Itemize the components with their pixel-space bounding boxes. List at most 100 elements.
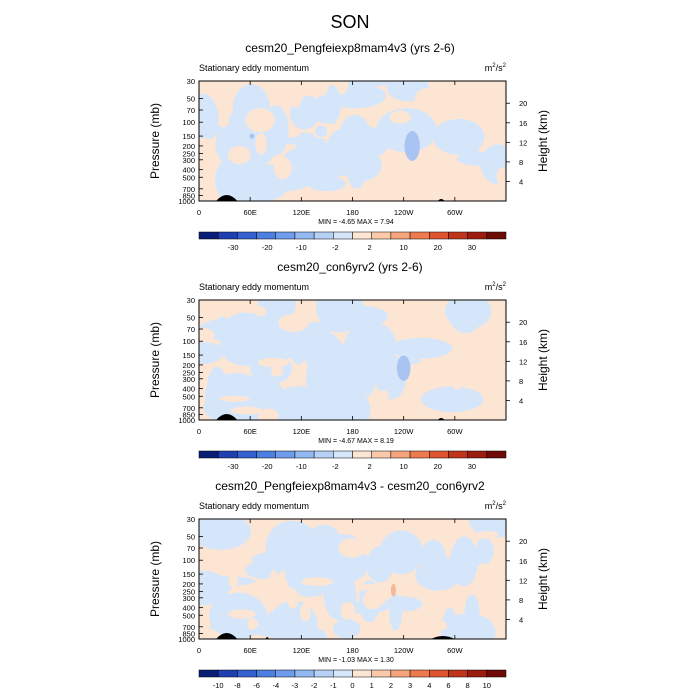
contour-patch	[308, 176, 346, 192]
contour-patch	[483, 522, 499, 530]
y2-tick-label: 4	[519, 615, 523, 624]
contour-patch	[301, 577, 333, 586]
colorbar-segment	[198, 450, 219, 459]
contour-patch	[221, 333, 276, 366]
y-tick-label: 70	[187, 544, 195, 553]
x-tick-label: 120E	[293, 427, 311, 436]
y-tick-label: 700	[182, 404, 195, 413]
x-tick-label: 120E	[293, 208, 311, 217]
contour-patch	[269, 570, 278, 596]
x-tick-label: 180	[346, 208, 359, 217]
y-tick-label: 30	[187, 77, 195, 86]
y2-axis-title: Height (km)	[536, 110, 550, 172]
colorbar-label: 20	[434, 462, 442, 471]
contour-patch	[465, 364, 494, 377]
colorbar-segment	[467, 450, 488, 459]
contour-patch	[332, 619, 361, 639]
contour-patch	[199, 155, 212, 167]
colorbar-label: -2	[311, 681, 318, 690]
colorbar-label: 3	[408, 681, 412, 690]
y2-tick-label: 8	[519, 158, 523, 167]
colorbar-segment	[390, 231, 411, 240]
topography	[430, 636, 455, 639]
colorbar-label: -30	[228, 243, 239, 252]
contour-patch	[255, 133, 267, 155]
colorbar-label: -10	[296, 462, 307, 471]
x-tick-label: 0	[197, 646, 201, 655]
y2-tick-label: 20	[519, 318, 527, 327]
colorbar-label: -3	[292, 681, 299, 690]
contour-patch	[227, 145, 251, 165]
y-tick-label: 850	[182, 191, 195, 200]
y2-tick-label: 12	[519, 357, 527, 366]
contour-patch	[349, 327, 379, 379]
panel-title: cesm20_Pengfeiexp8mam4v3 - cesm20_con6yr…	[215, 479, 485, 493]
contour-patch	[199, 519, 251, 550]
colorbar-label: -4	[272, 681, 279, 690]
contour-patch	[271, 365, 283, 377]
colorbar-segment	[198, 231, 219, 240]
contour-patch	[389, 110, 411, 124]
colorbar-label: 10	[483, 681, 491, 690]
contour-patch	[254, 306, 267, 317]
colorbar-segment	[294, 231, 315, 240]
contour-patch	[247, 618, 258, 630]
y-tick-label: 400	[182, 604, 195, 613]
contour-patch	[448, 300, 483, 334]
y-tick-label: 150	[182, 570, 195, 579]
contour-patch	[307, 384, 371, 420]
y2-tick-label: 20	[519, 99, 527, 108]
y-tick-label: 50	[187, 313, 195, 322]
colorbar-segment	[294, 669, 315, 678]
y-tick-label: 50	[187, 94, 195, 103]
colorbar-label: 30	[468, 243, 476, 252]
y-tick-label: 700	[182, 623, 195, 632]
y-tick-label: 250	[182, 588, 195, 597]
colorbar-segment	[467, 669, 488, 678]
y-tick-label: 70	[187, 325, 195, 334]
y-axis-title: Pressure (mb)	[148, 322, 162, 398]
colorbar-segment	[371, 231, 392, 240]
y2-tick-label: 4	[519, 177, 523, 186]
y-tick-label: 30	[187, 296, 195, 305]
contour-patch	[204, 373, 267, 418]
colorbar-segment	[256, 231, 276, 240]
contour-patch	[199, 328, 215, 343]
y-tick-label: 1000	[178, 635, 195, 644]
contour-blob	[249, 133, 255, 139]
colorbar-label: -1	[330, 681, 337, 690]
contour-patch	[199, 138, 214, 146]
x-tick-label: 120W	[394, 208, 415, 217]
colorbar-label: 0	[350, 681, 354, 690]
contour-patch	[382, 180, 407, 201]
contour-patch	[278, 313, 309, 332]
contour-patch	[199, 576, 256, 586]
colorbar-segment	[448, 669, 468, 678]
x-tick-label: 120W	[394, 646, 415, 655]
y-tick-label: 100	[182, 556, 195, 565]
contour-patch	[389, 593, 402, 631]
contour-patch	[340, 602, 356, 620]
contour-blob	[396, 355, 411, 381]
y2-axis-title: Height (km)	[536, 548, 550, 610]
contour-patch	[336, 81, 349, 94]
contour-patch	[330, 305, 389, 327]
contour-patch	[274, 136, 327, 145]
colorbar-segment	[313, 669, 334, 678]
contour-patch	[303, 331, 344, 375]
y-tick-label: 850	[182, 410, 195, 419]
contour-patch	[388, 337, 453, 359]
colorbar-label: -2	[332, 243, 339, 252]
colorbar-segment	[352, 450, 372, 459]
chart-panel-1: cesm20_Pengfeiexp8mam4v3 (yrs 2-6) Statio…	[148, 41, 550, 252]
units-label: m2/s2	[485, 63, 507, 73]
y-tick-label: 500	[182, 611, 195, 620]
colorbar-label: -20	[262, 462, 273, 471]
colorbar-label: -6	[253, 681, 260, 690]
colorbar-segment	[275, 231, 296, 240]
x-tick-label: 60E	[243, 646, 256, 655]
topography	[216, 414, 238, 420]
contour-patch	[230, 406, 263, 415]
colorbar-segment	[448, 450, 468, 459]
